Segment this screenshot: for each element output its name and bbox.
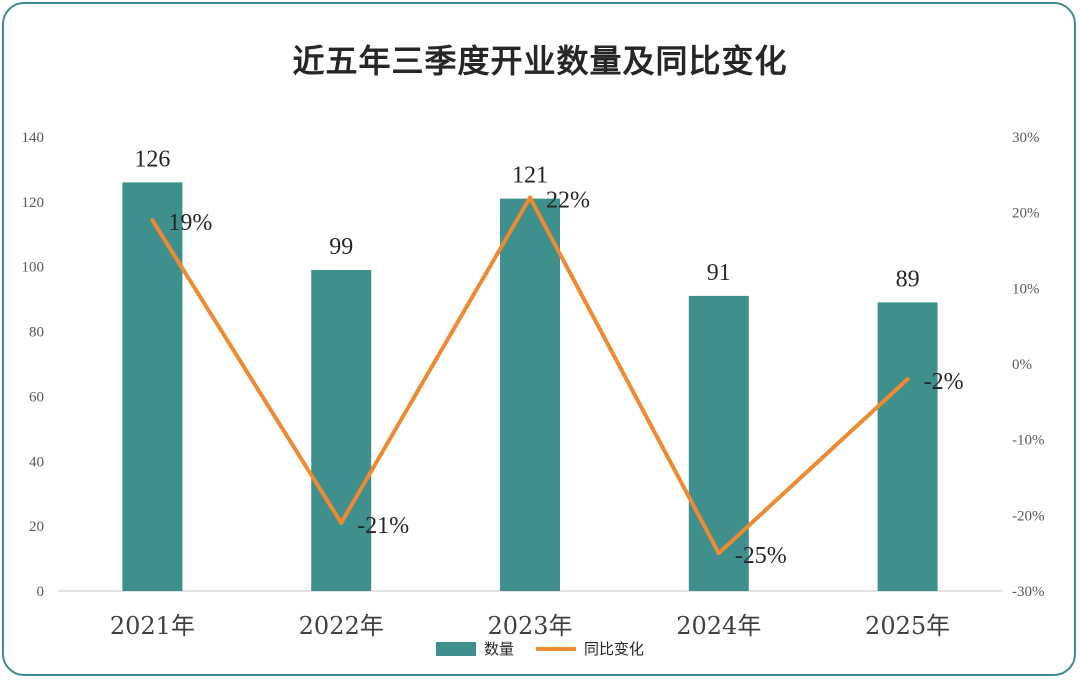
y-right-tick-label: 0% [1012,357,1032,373]
x-tick-label: 2025年 [865,612,950,640]
legend-swatch-line [536,646,576,651]
legend-item-line: 同比变化 [536,638,644,659]
bar-data-label: 91 [707,260,731,286]
bar [877,302,938,591]
y-left-tick-label: 0 [37,584,45,600]
y-right-tick-label: -10% [1012,433,1045,449]
bar-data-label: 89 [896,266,920,292]
y-left-tick-label: 100 [22,260,45,276]
legend-label-bar: 数量 [483,640,514,658]
legend-label-line: 同比变化 [584,640,645,658]
line-data-label: -2% [924,369,964,395]
y-right-tick-label: -20% [1012,508,1045,524]
bar [500,198,560,591]
line-point [339,520,344,525]
y-left-tick-label: 80 [29,325,44,341]
y-left-tick-label: 120 [22,195,45,211]
line-data-label: 22% [546,188,590,214]
line-point [150,218,155,223]
chart-title: 近五年三季度开业数量及同比变化 [292,42,788,80]
y-right-tick-label: 30% [1012,130,1040,146]
x-tick-label: 2024年 [676,612,761,640]
bar-data-label: 99 [329,234,353,260]
line-data-label: -21% [357,513,409,539]
x-tick-label: 2023年 [487,612,572,640]
x-tick-label: 2021年 [110,612,195,640]
y-left-tick-label: 20 [29,519,44,535]
chart-legend: 数量 同比变化 [0,638,1080,659]
line-data-label: -25% [735,543,787,569]
y-right-tick-label: 20% [1012,206,1040,222]
bar [122,182,183,591]
x-tick-label: 2022年 [299,612,384,640]
line-data-label: 19% [168,210,212,236]
bar [311,269,372,591]
bar-data-label: 121 [512,163,548,189]
y-left-tick-label: 140 [22,130,45,146]
y-left-tick-label: 40 [29,454,44,470]
legend-item-bar: 数量 [435,638,514,659]
y-right-tick-label: -30% [1012,584,1045,600]
line-point [716,551,721,556]
bar [688,295,749,591]
y-left-tick-label: 60 [29,389,44,405]
line-point [528,195,532,200]
legend-swatch-bar [435,641,476,656]
bar-data-label: 126 [134,146,170,172]
y-right-tick-label: 10% [1012,281,1040,297]
line-point [905,377,910,382]
